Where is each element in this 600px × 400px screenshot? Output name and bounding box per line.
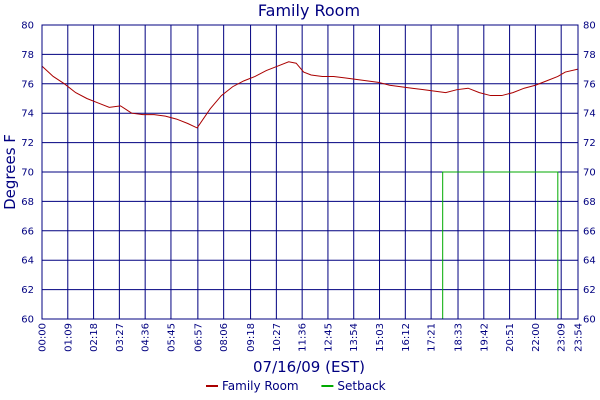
x-tick-label: 15:03: [375, 323, 386, 352]
plot-border: [41, 24, 579, 320]
y-tick-label-left: 60: [21, 315, 34, 326]
x-tick-label: 16:12: [401, 323, 412, 352]
y-tick-label-left: 72: [21, 138, 34, 149]
y-tick-label-right: 72: [583, 138, 596, 149]
legend: Family Room Setback: [206, 379, 386, 393]
x-tick-label: 04:36: [141, 323, 152, 352]
x-tick-label: 23:54: [574, 323, 585, 352]
y-tick-label-left: 70: [21, 168, 34, 179]
x-tick-label: 06:57: [193, 323, 204, 352]
legend-label: Family Room: [222, 379, 299, 393]
x-tick-label: 01:09: [63, 323, 74, 352]
x-tick-label: 00:00: [38, 323, 49, 352]
y-tick-label-left: 74: [21, 109, 34, 120]
y-axis-label: Degrees F: [1, 134, 19, 210]
x-tick-label: 17:21: [427, 323, 438, 352]
x-tick-label: 02:18: [89, 323, 100, 352]
x-tick-label: 22:00: [531, 323, 542, 352]
x-tick-label: 11:36: [298, 323, 309, 352]
y-tick-label-left: 64: [21, 256, 34, 267]
y-tick-label-left: 80: [21, 21, 34, 32]
y-tick-label-right: 78: [583, 50, 596, 61]
x-tick-label: 20:51: [505, 323, 516, 352]
x-axis-label: 07/16/09 (EST): [253, 358, 365, 376]
y-tick-label-left: 76: [21, 79, 34, 90]
y-tick-label-right: 76: [583, 79, 596, 90]
y-tick-label-right: 74: [583, 109, 596, 120]
x-tick-label: 03:27: [115, 323, 126, 352]
y-axis-right: 60 62 64 66 68 70 72 74 76 78 80: [583, 21, 596, 326]
x-tick-label: 19:42: [479, 323, 490, 352]
y-tick-label-right: 68: [583, 197, 596, 208]
y-tick-label-left: 68: [21, 197, 34, 208]
y-tick-label-left: 78: [21, 50, 34, 61]
x-tick-label: 12:45: [323, 323, 334, 352]
x-tick-label: 13:54: [349, 323, 360, 352]
x-tick-label: 05:45: [166, 323, 177, 352]
y-tick-label-right: 62: [583, 285, 596, 296]
legend-label: Setback: [337, 379, 385, 393]
x-tick-label: 10:27: [272, 323, 283, 352]
y-tick-label-right: 64: [583, 256, 596, 267]
x-tick-label: 08:06: [219, 323, 230, 352]
y-tick-label-right: 80: [583, 21, 596, 32]
y-tick-label-right: 60: [583, 315, 596, 326]
x-tick-label: 18:33: [454, 323, 465, 352]
y-axis-left: 60 62 64 66 68 70 72 74 76 78 80: [21, 21, 34, 326]
x-axis: 00:00 01:09 02:18 03:27 04:36 05:45 06:57 08:06…: [38, 323, 585, 352]
y-tick-label-left: 66: [21, 226, 34, 237]
chart-title: Family Room: [258, 1, 360, 20]
y-tick-label-right: 66: [583, 226, 596, 237]
x-tick-label: 09:18: [246, 323, 257, 352]
series-line-family-room: [41, 61, 579, 129]
y-tick-label-left: 62: [21, 285, 34, 296]
x-tick-label: 23:09: [557, 323, 568, 352]
y-tick-label-right: 70: [583, 168, 596, 179]
